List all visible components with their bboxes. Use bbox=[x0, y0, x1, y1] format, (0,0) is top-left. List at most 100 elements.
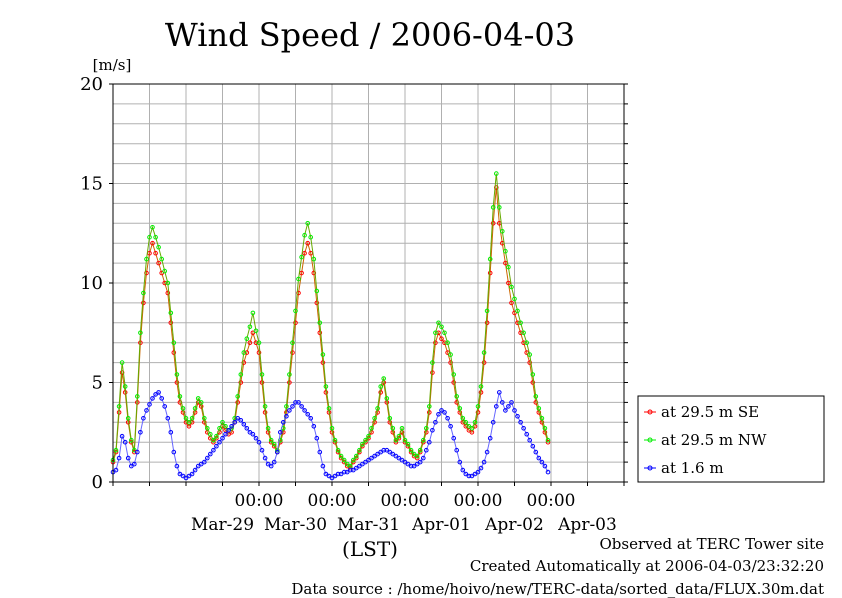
data-point bbox=[241, 350, 247, 355]
data-point bbox=[144, 270, 149, 276]
data-point bbox=[454, 447, 460, 453]
data-point bbox=[156, 260, 161, 266]
data-point bbox=[217, 439, 222, 445]
data-point bbox=[338, 453, 344, 459]
data-point bbox=[494, 404, 499, 409]
data-point bbox=[512, 296, 517, 302]
data-point bbox=[271, 441, 277, 447]
data-point bbox=[481, 360, 487, 365]
data-point bbox=[366, 457, 371, 463]
data-point bbox=[244, 350, 250, 355]
data-point bbox=[500, 229, 505, 234]
data-point bbox=[159, 256, 164, 262]
data-point bbox=[320, 352, 326, 357]
data-point bbox=[341, 469, 347, 475]
data-point bbox=[132, 449, 137, 455]
data-point bbox=[363, 459, 368, 465]
data-point bbox=[202, 459, 207, 465]
data-point bbox=[533, 394, 539, 399]
data-point bbox=[484, 308, 490, 314]
data-point bbox=[287, 380, 292, 385]
data-point bbox=[287, 372, 292, 377]
data-point bbox=[414, 453, 420, 459]
data-point bbox=[433, 340, 438, 346]
data-point bbox=[494, 171, 499, 176]
data-point bbox=[262, 410, 268, 415]
y-tick-label: 10 bbox=[80, 273, 103, 294]
data-point bbox=[290, 350, 295, 355]
data-point bbox=[378, 390, 384, 395]
data-point bbox=[311, 424, 317, 429]
data-point bbox=[539, 459, 545, 465]
data-point bbox=[512, 408, 517, 413]
data-point bbox=[387, 449, 393, 455]
data-point bbox=[302, 250, 307, 256]
data-point bbox=[506, 404, 511, 409]
data-point bbox=[113, 447, 119, 453]
data-point bbox=[144, 256, 149, 262]
data-point bbox=[372, 416, 377, 421]
data-point bbox=[299, 404, 304, 409]
data-point bbox=[351, 467, 356, 473]
footer-site: Observed at TERC Tower site bbox=[599, 535, 824, 553]
data-point bbox=[177, 471, 183, 477]
data-point bbox=[530, 443, 536, 449]
data-point bbox=[202, 416, 207, 421]
data-point bbox=[332, 437, 338, 443]
data-point bbox=[332, 473, 338, 479]
data-point bbox=[205, 426, 210, 431]
data-point bbox=[293, 308, 298, 314]
data-point bbox=[390, 426, 396, 431]
data-point bbox=[478, 384, 484, 389]
data-point bbox=[442, 330, 447, 336]
data-point bbox=[393, 453, 399, 459]
data-point bbox=[162, 404, 167, 409]
data-point bbox=[448, 352, 453, 357]
data-point bbox=[360, 461, 365, 467]
data-point bbox=[515, 414, 520, 419]
x-tick-date-label: Mar-30 bbox=[264, 515, 327, 535]
data-point bbox=[174, 372, 180, 377]
data-point bbox=[198, 400, 204, 405]
data-point bbox=[506, 264, 511, 270]
data-point bbox=[278, 430, 283, 435]
data-point bbox=[445, 416, 450, 421]
data-point bbox=[171, 449, 177, 455]
data-point bbox=[159, 396, 164, 401]
data-point bbox=[378, 384, 384, 389]
data-point bbox=[351, 457, 356, 463]
data-point bbox=[305, 412, 311, 417]
data-point bbox=[299, 254, 304, 260]
data-point bbox=[220, 435, 225, 441]
data-point bbox=[186, 473, 192, 479]
data-point bbox=[478, 465, 484, 471]
data-point bbox=[539, 416, 545, 421]
data-point bbox=[503, 248, 508, 254]
data-point bbox=[344, 461, 350, 467]
data-point bbox=[363, 437, 368, 443]
footer-source: Data source : /home/hoivo/new/TERC-data/… bbox=[291, 580, 824, 598]
chart-title: Wind Speed / 2006-04-03 bbox=[165, 16, 575, 54]
data-point bbox=[259, 447, 265, 453]
data-point bbox=[448, 424, 453, 429]
data-point bbox=[138, 430, 143, 435]
data-point bbox=[174, 463, 180, 469]
data-point bbox=[147, 402, 152, 407]
data-point bbox=[484, 320, 490, 326]
data-point bbox=[487, 270, 493, 276]
data-point bbox=[384, 396, 390, 401]
data-point bbox=[113, 467, 119, 473]
data-point bbox=[265, 426, 271, 431]
data-point bbox=[153, 250, 158, 256]
legend: at 29.5 m SE at 29.5 m NW at 1.6 m bbox=[637, 395, 825, 483]
data-point bbox=[238, 380, 244, 385]
data-point bbox=[436, 412, 441, 417]
data-point bbox=[293, 400, 298, 405]
data-point bbox=[427, 439, 432, 445]
data-point bbox=[390, 451, 396, 457]
data-point bbox=[439, 336, 444, 342]
data-point bbox=[232, 420, 237, 425]
data-point bbox=[521, 330, 526, 336]
data-point bbox=[357, 447, 362, 453]
data-point bbox=[244, 336, 250, 342]
